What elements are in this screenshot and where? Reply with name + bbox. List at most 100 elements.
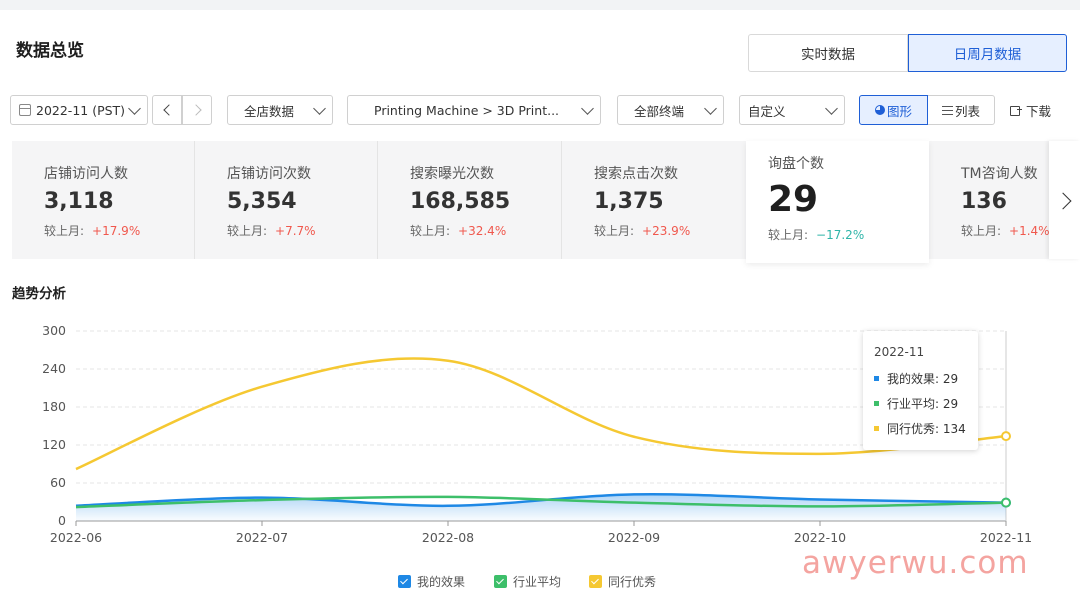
list-view-button[interactable]: 列表 <box>928 95 995 125</box>
kpi-label: 搜索曝光次数 <box>410 166 494 182</box>
series-industry-line <box>75 495 1007 509</box>
kpi-value: 5,354 <box>227 189 297 214</box>
series-marker <box>874 376 879 381</box>
list-icon <box>941 105 953 115</box>
y-tick-label: 300 <box>42 323 66 338</box>
date-range-value: 2022-11 (PST) <box>36 102 126 118</box>
checkbox-icon <box>494 575 507 588</box>
category-select-value: Printing Machine > 3D Print... <box>374 102 560 118</box>
kpi-label: 搜索点击次数 <box>594 166 678 182</box>
tab-daily-weekly-monthly[interactable]: 日周月数据 <box>908 34 1067 72</box>
kpi-value: 1,375 <box>594 189 664 214</box>
series-marker <box>874 426 879 431</box>
list-view-label: 列表 <box>954 103 980 119</box>
trend-line-chart: 0 60 120 180 240 300 2022-06 2022-07 2022-08 2022… <box>42 323 1032 545</box>
tab-realtime[interactable]: 实时数据 <box>748 34 908 72</box>
chart-view-button[interactable]: 图形 <box>859 95 928 125</box>
legend-label: 同行优秀 <box>608 575 657 589</box>
download-label: 下载 <box>1026 104 1052 119</box>
x-tick-label: 2022-10 <box>794 530 846 545</box>
trend-section-title: 趋势分析 <box>12 286 66 302</box>
kpi-comparison: 较上月: −17.2% <box>768 226 864 243</box>
series-marker <box>874 401 879 406</box>
next-period-button[interactable] <box>182 95 212 125</box>
kpi-change: −17.2% <box>816 228 865 242</box>
chart-tooltip: 2022-11 我的效果: 29 行业平均: 29 同行优秀: 134 <box>863 331 978 450</box>
date-range-select[interactable]: 2022-11 (PST) <box>10 95 148 125</box>
chart-view-label: 图形 <box>886 103 912 119</box>
y-tick-label: 0 <box>58 513 66 528</box>
legend-item-mine[interactable]: 我的效果 <box>398 573 465 590</box>
kpi-change: +1.4% <box>1009 224 1050 238</box>
chevron-right-icon <box>1054 192 1072 210</box>
kpi-card[interactable]: TM咨询人数 136 较上月: +1.4% <box>929 141 1061 259</box>
kpi-card[interactable]: 店铺访问人数 3,118 较上月: +17.9% <box>12 141 194 259</box>
checkbox-icon <box>589 575 602 588</box>
tooltip-row: 行业平均: 29 <box>874 395 958 412</box>
export-icon <box>1010 105 1022 116</box>
x-tick-label: 2022-07 <box>236 530 288 545</box>
custom-select[interactable]: 自定义 <box>739 95 845 125</box>
kpi-label: 店铺访问人数 <box>44 166 128 182</box>
tooltip-row: 我的效果: 29 <box>874 370 958 387</box>
x-tick-label: 2022-08 <box>422 530 474 545</box>
kpi-card[interactable]: 搜索点击次数 1,375 较上月: +23.9% <box>562 141 745 259</box>
tooltip-row-text: 同行优秀: 134 <box>887 422 966 436</box>
store-select-value: 全店数据 <box>244 103 295 119</box>
kpi-divider <box>561 141 562 259</box>
category-select[interactable]: Printing Machine > 3D Print... <box>347 95 601 125</box>
kpi-comparison: 较上月: +17.9% <box>44 222 140 239</box>
legend-item-industry[interactable]: 行业平均 <box>494 573 561 590</box>
kpi-card-selected[interactable]: 询盘个数 29 较上月: −17.2% <box>746 141 929 263</box>
store-select[interactable]: 全店数据 <box>227 95 333 125</box>
kpi-label: 店铺访问次数 <box>227 166 311 182</box>
chevron-down-icon <box>313 102 326 115</box>
kpi-comparison: 较上月: +23.9% <box>594 222 690 239</box>
kpi-card[interactable]: 搜索曝光次数 168,585 较上月: +32.4% <box>378 141 561 259</box>
kpi-change: +32.4% <box>458 224 507 238</box>
x-tick-label: 2022-06 <box>50 530 102 545</box>
kpi-comparison: 较上月: +7.7% <box>227 222 316 239</box>
top-bar <box>0 0 1080 10</box>
prev-period-button[interactable] <box>152 95 182 125</box>
kpi-value: 168,585 <box>410 189 511 214</box>
tooltip-row-text: 行业平均: 29 <box>887 397 959 411</box>
y-tick-label: 180 <box>42 399 66 414</box>
kpi-divider <box>377 141 378 259</box>
kpi-comparison: 较上月: +32.4% <box>410 222 506 239</box>
chevron-left-icon <box>163 104 175 116</box>
y-tick-label: 240 <box>42 361 66 376</box>
legend-label: 我的效果 <box>417 575 466 589</box>
kpi-strip: 店铺访问人数 3,118 较上月: +17.9% 店铺访问次数 5,354 较上月… <box>12 141 1080 263</box>
series-mine-area <box>76 494 1006 521</box>
kpi-next-button[interactable] <box>1049 141 1080 259</box>
kpi-divider <box>194 141 195 259</box>
kpi-change: +17.9% <box>92 224 141 238</box>
chevron-right-icon <box>190 104 202 116</box>
series-industry-point <box>1001 497 1011 508</box>
kpi-comparison: 较上月: +1.4% <box>961 222 1050 239</box>
y-tick-label: 120 <box>42 437 66 452</box>
kpi-compare-label: 较上月: <box>594 224 635 238</box>
legend-item-peer[interactable]: 同行优秀 <box>589 573 656 590</box>
series-peer-line <box>75 357 1007 471</box>
y-tick-label: 60 <box>50 475 66 490</box>
kpi-change: +23.9% <box>642 224 691 238</box>
kpi-card[interactable]: 店铺访问次数 5,354 较上月: +7.7% <box>195 141 377 259</box>
kpi-value: 136 <box>961 189 1007 214</box>
kpi-compare-label: 较上月: <box>410 224 451 238</box>
tooltip-row: 同行优秀: 134 <box>874 420 966 437</box>
kpi-label: 询盘个数 <box>768 156 824 172</box>
x-tick-label: 2022-09 <box>608 530 660 545</box>
terminal-select[interactable]: 全部终端 <box>617 95 724 125</box>
view-toggle: 图形 列表 <box>859 95 995 125</box>
kpi-change: +7.7% <box>275 224 316 238</box>
kpi-compare-label: 较上月: <box>961 224 1002 238</box>
chevron-down-icon <box>825 102 838 115</box>
page-title: 数据总览 <box>16 41 84 61</box>
tooltip-row-text: 我的效果: 29 <box>887 372 959 386</box>
chevron-down-icon <box>704 102 717 115</box>
calendar-icon <box>19 104 31 116</box>
chevron-down-icon <box>581 102 594 115</box>
download-button[interactable]: 下载 <box>1010 101 1051 120</box>
